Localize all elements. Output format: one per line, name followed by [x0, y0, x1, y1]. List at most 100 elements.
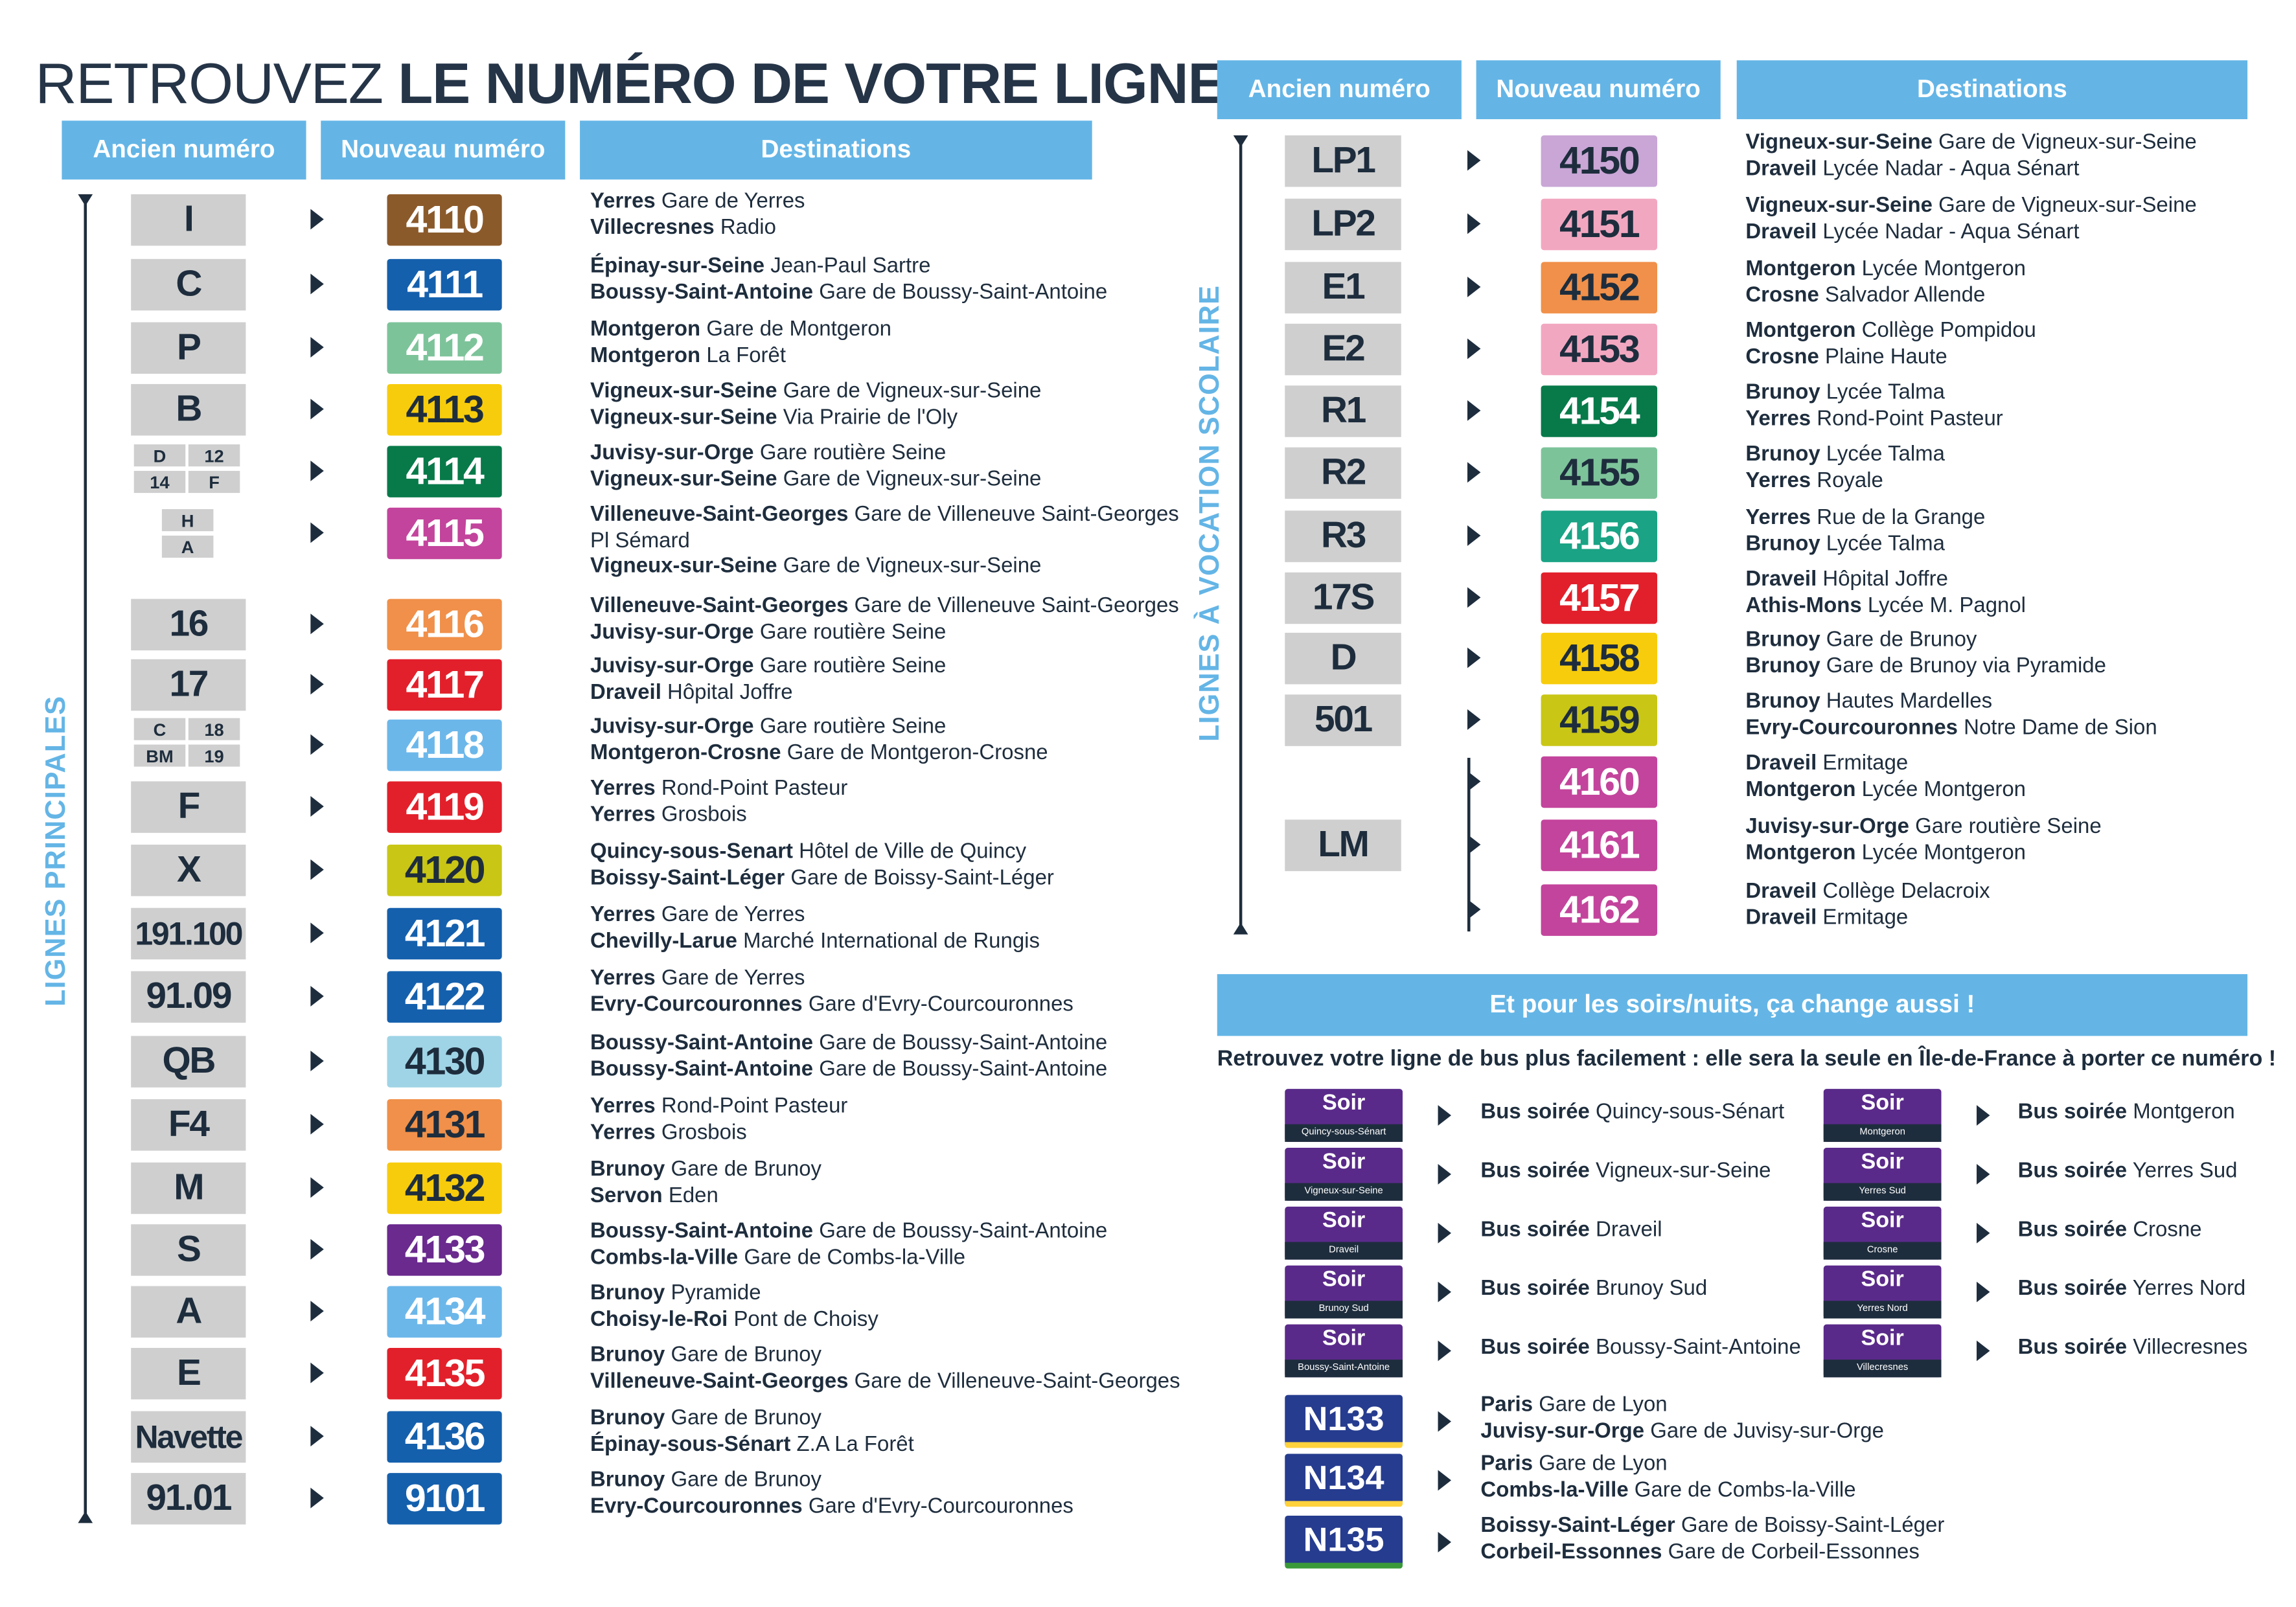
destination-town: Boissy-Saint-Léger: [590, 865, 785, 890]
destination-line: Juvisy-sur-Orge Gare routière Seine: [590, 442, 1041, 468]
evening-place: Villecresnes: [2133, 1336, 2248, 1360]
header-new-left: Nouveau numéro: [321, 120, 566, 180]
arrow-icon: [1977, 1222, 1990, 1244]
table-row: R2 4155 Brunoy Lycée Talma Yerres Royale: [0, 443, 1945, 505]
old-line-number: R1: [1285, 385, 1401, 437]
destinations: Yerres Rue de la Grange Brunoy Lycée Talm…: [1745, 506, 1985, 558]
destination-town: Choisy-le-Roi: [590, 1307, 728, 1331]
destination-line: Boussy-Saint-Antoine Gare de Boussy-Sain…: [590, 1220, 1107, 1246]
destination-stop: Gare de Boissy-Saint-Léger: [1681, 1514, 1945, 1538]
destination-line: Montgeron Gare de Montgeron: [590, 318, 891, 344]
destination-line: Evry-Courcouronnes Notre Dame de Sion: [1745, 716, 2157, 742]
evening-line-text: Bus soirée Crosne: [2018, 1218, 2202, 1242]
destination-stop: Gare de Brunoy: [671, 1343, 822, 1367]
evening-place: Quincy-sous-Sénart: [1596, 1100, 1785, 1124]
destination-line: Juvisy-sur-Orge Gare routière Seine: [590, 621, 1179, 646]
destination-town: Draveil: [1745, 751, 1817, 776]
destination-line: Montgeron Collège Pompidou: [1745, 319, 2036, 345]
destination-stop: Plaine Haute: [1825, 345, 1947, 369]
old-line-number: A: [131, 1286, 246, 1338]
old-line-mini-tile: 12: [188, 444, 240, 467]
destination-line: Draveil Lycée Nadar - Aqua Sénart: [1745, 220, 2196, 246]
destinations: Yerres Gare de Yerres Villecresnes Radio: [590, 190, 805, 242]
destination-town: Brunoy: [590, 1468, 665, 1492]
destination-line: Juvisy-sur-Orge Gare routière Seine: [590, 715, 1048, 741]
destination-line: Vigneux-sur-Seine Gare de Vigneux-sur-Se…: [1745, 131, 2196, 157]
destination-line: Montgeron Lycée Montgeron: [1745, 778, 2026, 804]
evening-prefix: Bus soirée: [1480, 1277, 1590, 1301]
evening-tile-label: Soir: [1322, 1208, 1366, 1233]
destination-stop: Rond-Point Pasteur: [1817, 407, 2003, 431]
destination-town: Quincy-sous-Senart: [590, 840, 794, 864]
destinations: Vigneux-sur-Seine Gare de Vigneux-sur-Se…: [1745, 131, 2196, 183]
arrow-icon: [1467, 647, 1481, 668]
evening-line-tile: Soir Montgeron: [1823, 1089, 1942, 1142]
destination-town: Vigneux-sur-Seine: [590, 467, 777, 491]
school-vertical-line: [1239, 144, 1242, 929]
destination-line: Brunoy Gare de Brunoy: [590, 1407, 914, 1433]
table-row: 17 4117 Juvisy-sur-Orge Gare routière Sein…: [0, 655, 1148, 716]
evening-place: Vigneux-sur-Seine: [1596, 1159, 1771, 1183]
new-line-number: 4117: [387, 659, 502, 711]
table-row: E2 4153 Montgeron Collège Pompidou Crosne P…: [0, 319, 2036, 382]
table-row: P 4112 Montgeron Gare de Montgeron Montgero…: [0, 318, 1148, 380]
destination-stop: Gare de Vigneux-sur-Seine: [783, 380, 1042, 404]
old-line-number: F: [131, 781, 246, 833]
evening-tile-label: Soir: [1861, 1325, 1904, 1351]
destinations: Montgeron Lycée Montgeron Crosne Salvador…: [1745, 258, 2026, 310]
new-line-number: 4151: [1541, 198, 1658, 251]
destination-stop: Gare de Boussy-Saint-Antoine: [819, 1220, 1108, 1244]
destinations: Juvisy-sur-Orge Gare routière Seine Vigne…: [590, 442, 1041, 494]
destinations: Villeneuve-Saint-Georges Gare de Villene…: [590, 503, 1179, 580]
destination-line: Brunoy Gare de Brunoy: [590, 1343, 1180, 1369]
destination-town: Evry-Courcouronnes: [1745, 716, 1958, 740]
destinations: Boussy-Saint-Antoine Gare de Boussy-Sain…: [590, 1032, 1107, 1084]
destination-town: Montgeron: [590, 343, 701, 367]
destination-stop: Gare de Brunoy: [671, 1406, 822, 1431]
new-line-number: 4115: [387, 507, 502, 560]
destination-town: Boissy-Saint-Léger: [1480, 1514, 1675, 1538]
destination-line: Épinay-sous-Sénart Z.A La Forêt: [590, 1433, 914, 1459]
destination-stop: Ermitage: [1822, 751, 1909, 776]
old-line-number: LM: [1285, 819, 1401, 871]
evening-line-tile: Soir Yerres Nord: [1823, 1265, 1942, 1319]
destinations: Épinay-sur-Seine Jean-Paul Sartre Boussy-…: [590, 255, 1107, 306]
new-line-number: 4130: [387, 1036, 502, 1088]
destination-line: Draveil Lycée Nadar - Aqua Sénart: [1745, 157, 2196, 183]
new-line-number: 4111: [387, 258, 502, 311]
evening-line-text: Bus soirée Vigneux-sur-Seine: [1480, 1159, 1771, 1183]
arrow-icon: [310, 859, 324, 880]
destination-stop: Gare de Lyon: [1539, 1393, 1668, 1417]
destination-town: Yerres: [590, 1120, 656, 1145]
destination-town: Villecresnes: [590, 215, 715, 240]
destination-stop: Jean-Paul Sartre: [770, 255, 931, 279]
destination-line: Combs-la-Ville Gare de Combs-la-Ville: [590, 1246, 1107, 1271]
destination-line: Choisy-le-Roi Pont de Choisy: [590, 1307, 878, 1333]
destination-line: Paris Gare de Lyon: [1480, 1452, 1855, 1478]
destinations: Brunoy Gare de Brunoy Evry-Courcouronnes …: [590, 1468, 1073, 1520]
destinations: Brunoy Hautes Mardelles Evry-Courcouronne…: [1745, 690, 2157, 742]
destinations: Juvisy-sur-Orge Gare routière Seine Drave…: [590, 655, 946, 707]
arrow-icon: [310, 922, 324, 944]
arrow-icon: [1438, 1163, 1451, 1185]
destinations: Vigneux-sur-Seine Gare de Vigneux-sur-Se…: [1745, 194, 2196, 246]
old-line-number: 501: [1285, 694, 1401, 746]
destination-line: Yerres Rond-Point Pasteur: [590, 1095, 847, 1121]
arrow-icon: [310, 273, 324, 295]
destination-stop: Gare d'Evry-Courcouronnes: [808, 1494, 1073, 1518]
new-line-number: 4161: [1541, 819, 1658, 871]
evening-prefix: Bus soirée: [1480, 1159, 1590, 1183]
main-vertical-line: [84, 203, 86, 1516]
school-line-top-arrow: [1233, 135, 1248, 148]
evening-place: Yerres Nord: [2132, 1277, 2246, 1301]
destinations: Draveil Collège Delacroix Draveil Ermitag…: [1745, 880, 1990, 932]
new-line-number: 4156: [1541, 510, 1658, 562]
destination-stop: Gare de Vigneux-sur-Seine: [783, 554, 1042, 578]
destination-stop: Lycée Talma: [1826, 381, 1945, 405]
destination-stop: Gare routière Seine: [759, 441, 947, 465]
destination-line: Montgeron La Forêt: [590, 343, 891, 369]
evening-tile-label: Soir: [1322, 1325, 1366, 1351]
table-row: 501 4159 Brunoy Hautes Mardelles Evry-Courc…: [0, 690, 2157, 752]
destination-stop: Gare de Yerres: [661, 966, 805, 990]
arrow-icon: [310, 209, 324, 230]
